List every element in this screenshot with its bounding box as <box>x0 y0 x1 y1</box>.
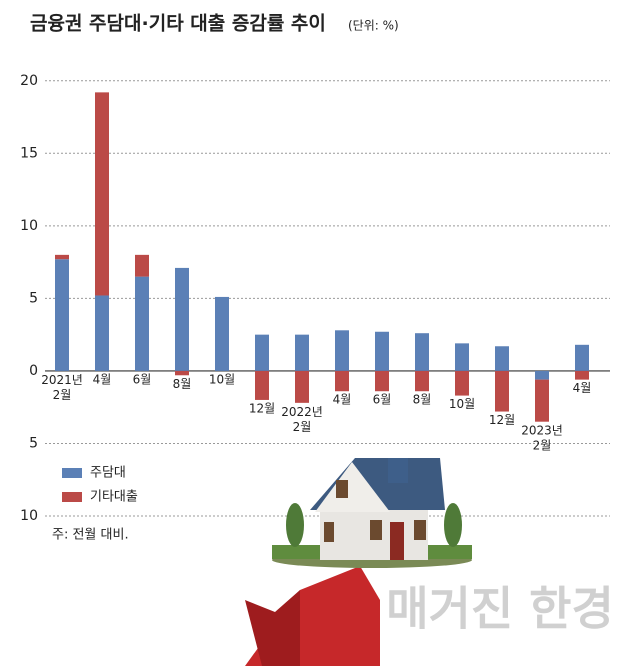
y-tick-label: 10 <box>20 508 38 524</box>
x-tick-label: 2022년 2월 <box>281 404 323 433</box>
x-tick-label: 8월 <box>173 377 192 391</box>
bar <box>455 343 469 371</box>
bar <box>335 370 349 392</box>
y-tick-label: 5 <box>29 435 38 451</box>
house-illustration <box>245 458 472 666</box>
y-tick-label: 0 <box>29 363 38 379</box>
bar <box>95 92 109 296</box>
bar <box>135 276 149 371</box>
x-tick-label: 6월 <box>373 393 392 407</box>
x-tick-label: 4월 <box>573 381 592 395</box>
x-tick-label: 10월 <box>449 397 475 411</box>
bar <box>495 370 509 412</box>
bar <box>375 370 389 392</box>
y-tick-label: 10 <box>20 218 38 234</box>
note: 주: 전월 대비. <box>52 528 129 543</box>
bar <box>415 333 429 371</box>
x-tick-label: 6월 <box>133 372 152 386</box>
bar <box>215 296 229 371</box>
bar <box>55 259 69 371</box>
bar <box>95 295 109 371</box>
chart-subtitle: (단위: %) <box>348 19 399 33</box>
bar <box>575 344 589 371</box>
bar <box>335 330 349 371</box>
bar <box>415 370 429 392</box>
legend-swatch <box>62 468 82 478</box>
bar <box>255 334 269 371</box>
bar <box>455 370 469 396</box>
bar <box>535 370 549 380</box>
watermark: 매거진 한경 <box>386 582 614 636</box>
y-tick-label: 5 <box>29 290 38 306</box>
chart-title: 금융권 주담대·기타 대출 증감률 추이 <box>30 13 326 35</box>
legend-label: 주담대 <box>90 466 126 481</box>
bar <box>175 370 189 376</box>
y-tick-label: 15 <box>20 145 38 161</box>
x-tick-label: 12월 <box>249 401 275 415</box>
bar <box>55 254 69 260</box>
bar <box>535 379 549 422</box>
legend-label: 기타대출 <box>90 490 138 505</box>
bar <box>375 331 389 371</box>
x-tick-label: 4월 <box>333 393 352 407</box>
bar <box>575 370 589 380</box>
y-tick-label: 20 <box>20 73 38 89</box>
x-tick-label: 8월 <box>413 393 432 407</box>
bar <box>295 334 309 371</box>
x-tick-label: 10월 <box>209 372 235 386</box>
bar <box>495 346 509 371</box>
x-tick-label: 12월 <box>489 413 515 427</box>
x-tick-label: 2021년 2월 <box>41 372 83 401</box>
bar <box>135 254 149 277</box>
bar <box>295 370 309 403</box>
bar <box>175 267 189 371</box>
x-tick-label: 4월 <box>93 372 112 386</box>
bar <box>255 370 269 400</box>
legend-swatch <box>62 492 82 502</box>
x-tick-label: 2023년 2월 <box>521 423 563 452</box>
